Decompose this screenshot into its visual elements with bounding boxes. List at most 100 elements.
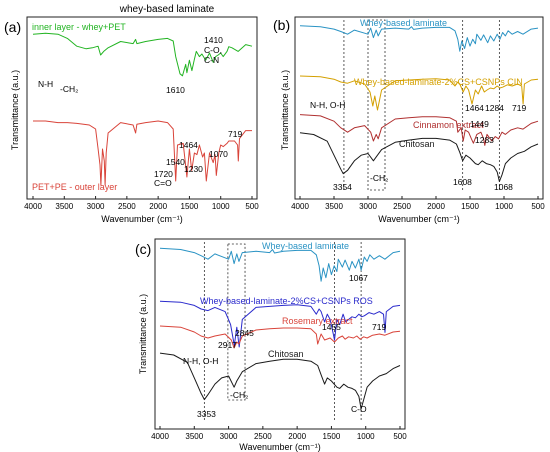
x-tick-label: 2000 [288,432,306,441]
legend-b-whey: Whey-based laminate [360,18,447,28]
annot-a-1464: 1464 [179,140,198,150]
panel-a-ylabel: Transmittance (a.u.) [10,70,20,150]
x-tick-label: 1500 [181,202,199,211]
x-tick-label: 3000 [87,202,105,211]
annot-c-1455: 1455 [322,322,341,332]
spectrum-line-chitosan [159,352,401,410]
panel-a-frame [26,16,258,200]
annot-a-1410: 1410 [204,35,223,45]
spectrum-line-rosemary-extract [159,325,401,349]
panel-a-label: (a) [4,19,21,35]
annot-b-nhoh: N-H, O-H [310,100,345,110]
annot-a-1720: 1720 [154,169,173,179]
spectrum-line-chitosan [299,132,539,182]
annot-c-2845: 2845 [235,328,254,338]
legend-outer-layer: PET+PE - outer layer [32,182,117,192]
legend-c-rosemary: Rosemary extract [282,316,353,326]
annot-a-ch2: -CH₂ [60,84,78,94]
panel-c-label: (c) [135,241,151,257]
panel-c: (c) Transmittance (a.u.) Wavenumber (cm⁻… [135,238,407,452]
panel-a-series [32,32,253,186]
annot-c-ch2: -CH₂ [230,390,248,400]
x-tick-label: 4000 [291,202,309,211]
annot-b-719: 719 [512,103,526,113]
annot-b-1284: 1284 [485,103,504,113]
x-tick-label: 1000 [357,432,375,441]
ch2-region-box [367,19,386,191]
annot-b-ch2: -CH₂ [370,173,388,183]
x-tick-label: 4000 [151,432,169,441]
panel-a-x-ticks: 4000 3500 3000 2500 2000 1500 1000 500 [24,196,259,211]
x-tick-label: 1000 [495,202,513,211]
x-tick-label: 2500 [118,202,136,211]
x-tick-label: 4000 [24,202,42,211]
panel-b: (b) Transmittance (a.u.) Wavenumber (cm⁻… [273,16,545,224]
panel-a-title: whey-based laminate [119,4,215,15]
panel-b-ylabel: Transmittance (a.u.) [280,70,290,150]
annot-c-co: C-O [351,404,367,414]
legend-c-chitosan: Chitosan [268,349,304,359]
x-tick-label: 2000 [427,202,445,211]
annot-b-1608: 1608 [453,177,472,187]
legend-b-cin: Whey-based-laminate-2%CS+CSNPs CIN [354,77,523,87]
panel-c-x-ticks: 4000 3500 3000 2500 2000 1500 1000 500 [151,426,407,441]
annot-a-1230: 1230 [184,164,203,174]
panel-c-frame [154,238,406,430]
spectrum-line-inner-layer-whey-pet [32,32,253,77]
annot-c-1067: 1067 [349,273,368,283]
x-tick-label: 3500 [325,202,343,211]
x-tick-label: 500 [245,202,259,211]
annot-c-719: 719 [372,322,386,332]
panel-c-ylabel: Transmittance (a.u.) [138,294,148,374]
annot-b-3354: 3354 [333,182,352,192]
panel-b-label: (b) [273,17,290,33]
x-tick-label: 3000 [359,202,377,211]
x-tick-label: 3500 [55,202,73,211]
spectrum-line-whey-based-laminate [299,25,539,52]
x-tick-label: 2000 [149,202,167,211]
spectrum-line-whey-based-laminate-2-cs-csnps-cin [299,75,539,111]
spectrum-line-whey-based-laminate [159,247,401,282]
annot-a-co: C-O, [204,45,222,55]
annot-a-nh: N-H [38,79,53,89]
legend-b-cinnamon: Cinnamon extract [413,120,484,130]
annot-c-2917: 2917 [218,340,237,350]
panel-c-guides [203,242,362,421]
annot-b-1068: 1068 [494,182,513,192]
annot-a-1070: 1070 [209,149,228,159]
x-tick-label: 1500 [461,202,479,211]
x-tick-label: 1500 [323,432,341,441]
annot-a-cn: C-N [204,55,219,65]
panel-a-xlabel: Wavenumber (cm⁻¹) [101,214,182,224]
x-tick-label: 2500 [254,432,272,441]
annot-a-1610: 1610 [166,85,185,95]
spectrum-line-pet-pe-outer-layer [33,120,252,186]
annot-c-nhoh: N-H, O-H [183,356,218,366]
x-tick-label: 500 [531,202,545,211]
x-tick-label: 3500 [185,432,203,441]
panel-b-xlabel: Wavenumber (cm⁻¹) [378,214,459,224]
annot-a-co-double: C=O [154,178,172,188]
spectrum-line-cinnamon-extract [299,114,539,146]
panel-c-xlabel: Wavenumber (cm⁻¹) [239,442,320,452]
x-tick-label: 2500 [393,202,411,211]
panel-b-x-ticks: 4000 3500 3000 2500 2000 1500 1000 500 [291,196,545,211]
annot-b-1283: 1283 [475,135,494,145]
x-tick-label: 3000 [220,432,238,441]
panel-c-series [159,247,401,410]
x-tick-label: 500 [393,432,407,441]
x-tick-label: 1000 [212,202,230,211]
panel-b-series [299,25,539,182]
legend-c-ros: Whey-based-laminate-2%CS+CSNPs ROS [200,296,373,306]
annot-a-1540: 1540 [166,157,185,167]
spectrum-line-whey-based-laminate-2-cs-csnps-ros [159,300,401,348]
annot-b-1449: 1449 [470,119,489,129]
panel-b-frame [294,16,544,200]
panel-b-guides [343,19,500,191]
annot-b-1464: 1464 [465,103,484,113]
ch2-region-box [227,243,246,401]
legend-inner-layer: inner layer - whey+PET [32,22,126,32]
annot-c-3353: 3353 [197,409,216,419]
panel-a: (a) whey-based laminate Transmittance (a… [4,4,259,224]
